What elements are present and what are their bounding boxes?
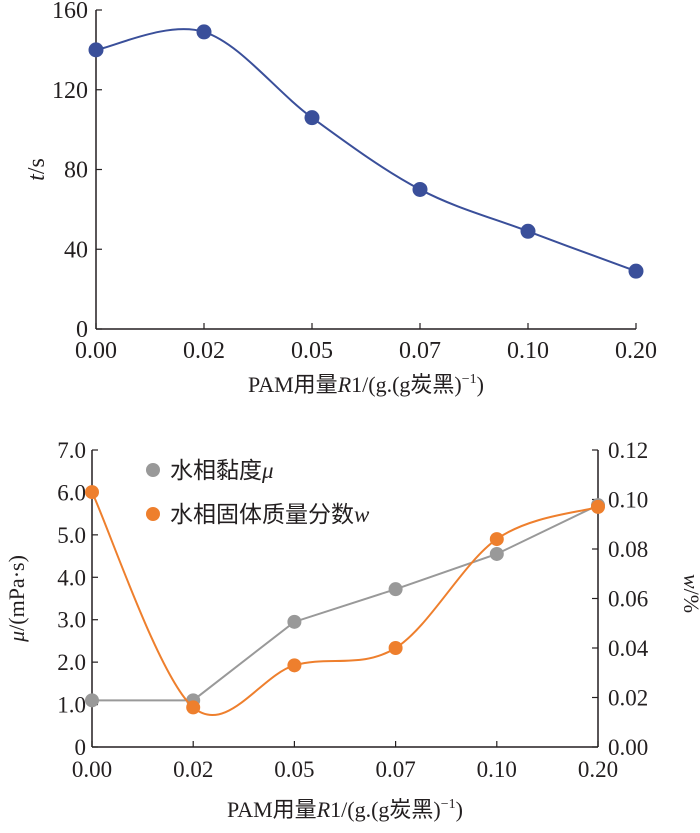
chart2-right-y-tick-label: 0.02: [608, 686, 648, 711]
chart2-data-point: [489, 532, 504, 547]
chart1-x-axis-label-superscript: −1: [462, 372, 477, 387]
chart1-x-axis-label-italic: R: [337, 372, 352, 397]
chart2-data-point: [388, 641, 403, 655]
chart2-left-y-tick-label: 7.0: [57, 438, 86, 463]
chart2-x-axis-label-end: ): [456, 797, 463, 822]
chart2-right-y-axis-label: w/%: [679, 574, 700, 613]
chart1-data-point: [88, 42, 104, 58]
chart2-x-axis-label-main: 1/(g.(g炭黑): [330, 797, 441, 822]
chart2-left-y-tick-label: 3.0: [57, 608, 86, 633]
chart2-data-point: [388, 582, 403, 597]
chart2-left-y-tick-label: 0: [75, 735, 87, 760]
chart1-x-axis-label: PAM用量R1/(g.(g炭黑)−1): [248, 372, 484, 397]
chart2-right-y-tick-label: 0.06: [608, 587, 648, 612]
chart1-x-tick-label: 0.02: [183, 338, 225, 364]
chart1-x-axis-label-prefix: PAM用量: [248, 372, 338, 397]
chart2-left-y-tick-label: 6.0: [57, 480, 86, 505]
chart1-data-point: [196, 24, 212, 40]
chart2-left-y-axis-label-symbol: μ: [4, 631, 29, 643]
chart1-y-axis-label-unit: /s: [24, 158, 50, 174]
chart1-y-tick-label: 0: [76, 317, 88, 343]
chart2-right-y-axis-label-unit: /%: [679, 589, 700, 613]
chart2-data-point: [591, 499, 605, 514]
chart2-left-y-tick-label: 1.0: [57, 693, 86, 718]
chart2-legend-symbol: w: [354, 502, 370, 527]
chart2-x-axis-label: PAM用量R1/(g.(g炭黑)−1): [227, 797, 463, 822]
chart1-y-tick-label: 80: [64, 158, 88, 184]
chart2-right-y-axis-label-symbol: w: [679, 574, 700, 589]
chart2-legend-label: 水相黏度μ: [170, 458, 274, 483]
chart2-x-axis-label-italic: R: [316, 797, 331, 822]
chart1-series-line: [95, 28, 637, 273]
chart2-data-point: [287, 658, 302, 673]
chart2-x-axis-label-superscript: −1: [441, 797, 456, 812]
chart2-data-point: [85, 485, 99, 500]
chart2-legend-name: 水相固体质量分数: [170, 502, 354, 527]
chart1-y-axis-label: t/s: [24, 158, 50, 181]
chart2-x-tick-label: 0.07: [375, 757, 415, 782]
chart2-x-tick-label: 0.00: [72, 757, 112, 782]
chart2-x-axis-label-prefix: PAM用量: [227, 797, 317, 822]
chart2-data-point: [489, 546, 504, 561]
chart1-data-point: [304, 110, 320, 126]
chart2-left-y-tick-label: 4.0: [57, 565, 86, 590]
chart1-data-point: [628, 263, 644, 279]
chart2-x-tick-label: 0.10: [477, 757, 517, 782]
chart2-left-y-axis-label-unit: /(mPa·s): [4, 555, 29, 631]
chart2-left-y-axis-label: μ/(mPa·s): [4, 555, 29, 643]
chart2-x-tick-label: 0.02: [173, 757, 213, 782]
chart1-x-axis-label-end: ): [477, 372, 484, 397]
chart2-legend-marker: [146, 507, 160, 521]
chart2-right-y-tick-label: 0.04: [608, 636, 649, 661]
chart1-y-tick-label: 160: [52, 0, 88, 24]
chart1-y-tick-label: 120: [52, 78, 88, 104]
chart2-x-tick-label: 0.05: [274, 757, 314, 782]
chart2-right-y-tick-label: 0.00: [608, 735, 648, 760]
chart2-right-y-tick-label: 0.08: [608, 537, 648, 562]
chart2-left-y-tick-label: 5.0: [57, 523, 86, 548]
chart1-y-tick-label: 40: [64, 237, 88, 263]
chart2-data-point: [287, 614, 302, 629]
chart2-left-y-tick-label: 2.0: [57, 650, 86, 675]
chart2-data-point: [186, 700, 201, 715]
chart1-x-tick-label: 0.10: [507, 338, 549, 364]
chart1-x-axis-label-main: 1/(g.(g炭黑): [351, 372, 462, 397]
chart1-data-point: [520, 223, 536, 239]
chart1-x-tick-label: 0.20: [615, 338, 657, 364]
chart1-x-tick-label: 0.05: [291, 338, 333, 364]
chart2-legend-symbol: μ: [261, 458, 274, 483]
chart1-y-axis-label-symbol: t: [24, 173, 50, 181]
chart1-x-tick-label: 0.07: [399, 338, 441, 364]
chart2-right-y-tick-label: 0.10: [608, 488, 648, 513]
chart2-legend-label: 水相固体质量分数w: [170, 502, 370, 527]
chart2-series-line: [92, 504, 599, 702]
chart2-legend-name: 水相黏度: [170, 458, 262, 483]
chart2-right-y-tick-label: 0.12: [608, 438, 648, 463]
chart2-x-tick-label: 0.20: [578, 757, 618, 782]
chart2-data-point: [85, 693, 99, 708]
chart1-x-tick-label: 0.00: [75, 338, 117, 364]
chart2-legend-marker: [146, 463, 160, 477]
chart1-data-point: [412, 181, 428, 197]
